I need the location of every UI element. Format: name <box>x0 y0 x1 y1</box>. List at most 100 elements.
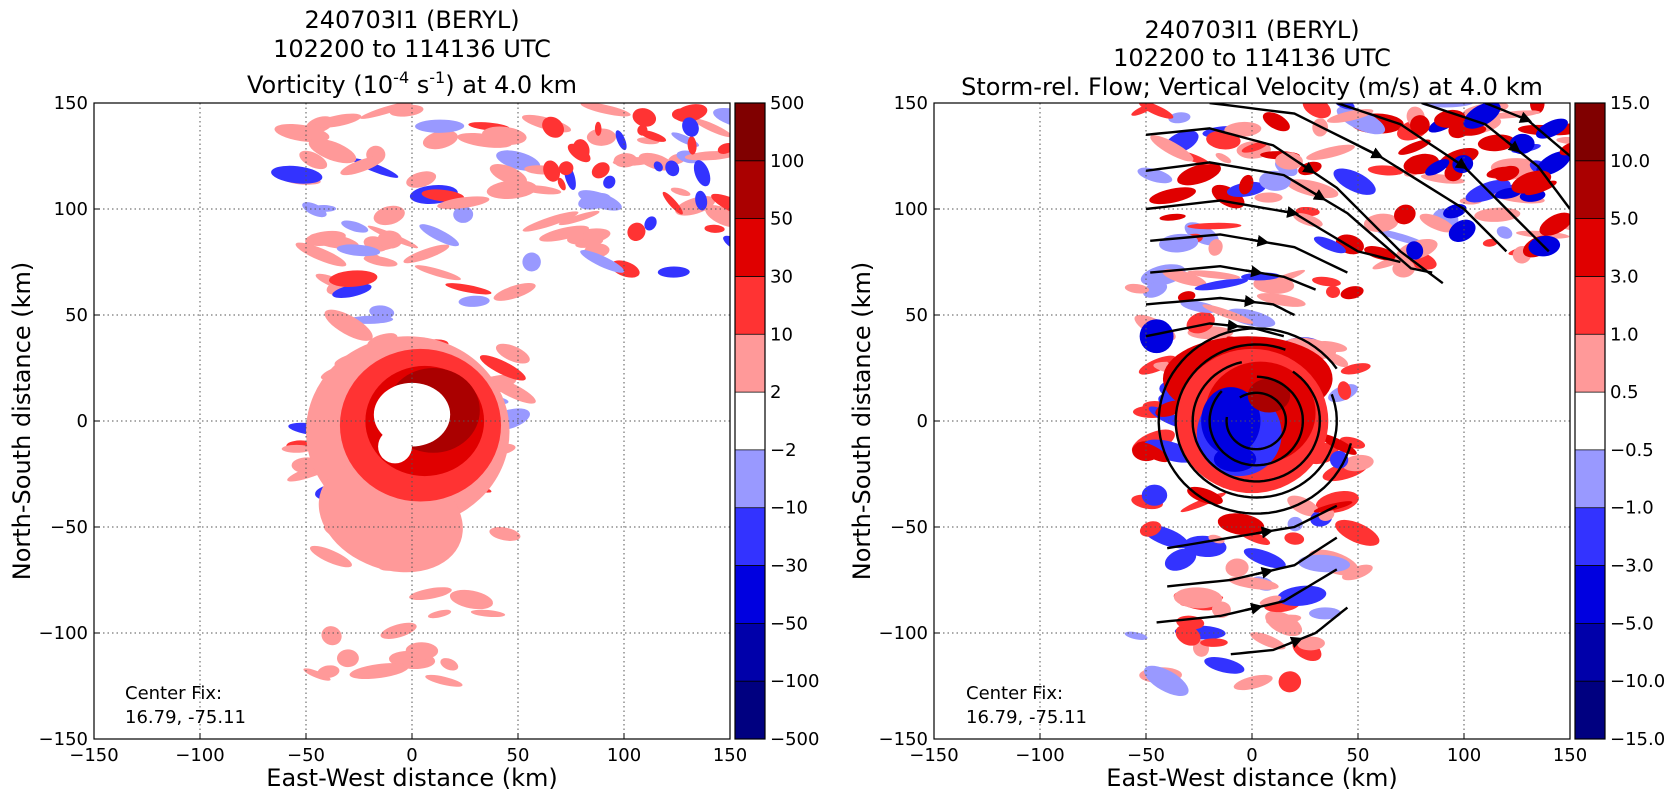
field-blob <box>486 180 537 200</box>
y-tick-label: −50 <box>890 517 928 538</box>
field-blob <box>1177 163 1221 186</box>
streamline-arrow <box>1297 161 1316 174</box>
field-blob <box>1168 112 1191 124</box>
field-blob <box>1463 103 1501 129</box>
y-tick-label: −100 <box>879 623 928 644</box>
field-blob <box>1259 595 1282 606</box>
field-blob <box>303 668 331 681</box>
field-blob <box>1141 484 1168 506</box>
field-blob <box>453 205 474 223</box>
y-tick-label: 0 <box>917 411 928 432</box>
field-blob <box>1162 269 1207 287</box>
field-blob <box>1187 222 1242 230</box>
field-blob <box>281 444 312 453</box>
field-blob <box>1225 558 1249 578</box>
field-blob <box>405 642 439 660</box>
field-blob <box>360 103 415 119</box>
colorbar-segment <box>735 449 765 508</box>
field-blob <box>409 587 452 601</box>
field-blob <box>332 283 372 298</box>
y-tick-label: −150 <box>879 729 928 750</box>
field-blob <box>603 175 616 189</box>
colorbar-segment <box>735 681 765 739</box>
colorbar-segment <box>1575 449 1605 508</box>
field-blob <box>489 527 521 541</box>
field-blob <box>313 205 337 212</box>
colorbar-tick-label: −10.0 <box>1610 671 1665 692</box>
field-blob <box>324 309 373 341</box>
field-blob <box>1314 341 1348 352</box>
right-center-fix-value: 16.79, -75.11 <box>966 707 1087 728</box>
field-blob <box>705 205 730 228</box>
field-blob <box>674 104 708 123</box>
colorbar-tick-label: 15.0 <box>1610 93 1650 114</box>
field-blob <box>363 255 398 267</box>
colorbar-segment <box>1575 276 1605 335</box>
field-blob <box>1139 319 1174 354</box>
right-center-fix-label: Center Fix: <box>966 683 1063 704</box>
field-blob <box>665 160 680 177</box>
field-blob <box>704 224 725 233</box>
field-blob <box>522 252 541 272</box>
field-blob <box>591 162 610 179</box>
left-center-fix-value: 16.79, -75.11 <box>125 707 246 728</box>
field-blob <box>1186 311 1215 334</box>
right-panel: 240703I1 (BERYL) 102200 to 114136 UTC St… <box>848 16 1665 792</box>
field-blob <box>1256 293 1306 307</box>
x-tick-label: −50 <box>1127 745 1165 766</box>
colorbar-tick-label: −500 <box>770 729 819 750</box>
field-blob <box>1511 170 1552 194</box>
field-blob <box>1187 486 1223 505</box>
field-blob <box>1286 179 1339 199</box>
field-blob <box>1143 281 1168 298</box>
field-blob <box>1392 259 1415 278</box>
colorbar-segment <box>1575 218 1605 277</box>
y-tick-label: 150 <box>894 93 928 114</box>
field-blob <box>414 265 461 281</box>
y-tick-label: −100 <box>39 623 88 644</box>
right-title-line1: 240703I1 (BERYL) <box>1144 16 1359 44</box>
field-blob <box>1284 532 1305 545</box>
colorbar-tick-label: 5.0 <box>1610 209 1639 230</box>
colorbar-tick-label: 3.0 <box>1610 266 1639 287</box>
field-blob <box>1139 521 1162 537</box>
field-blob <box>627 222 646 241</box>
field-blob <box>1187 270 1241 280</box>
field-blob <box>295 242 347 267</box>
colorbar-segment <box>1575 392 1605 450</box>
field-blob <box>1243 548 1286 569</box>
left-title-line2: 102200 to 114136 UTC <box>273 35 551 63</box>
left-panel: 240703I1 (BERYL) 102200 to 114136 UTC Vo… <box>8 6 819 792</box>
left-x-axis-label: East-West distance (km) <box>266 764 557 792</box>
field-blob <box>594 121 602 136</box>
y-tick-label: 0 <box>77 411 88 432</box>
y-tick-label: 100 <box>894 199 928 220</box>
y-tick-label: −150 <box>39 729 88 750</box>
field-blob <box>373 205 405 226</box>
field-blob <box>1228 576 1279 590</box>
field-blob <box>1124 283 1150 294</box>
streamline-arrow <box>1450 157 1468 170</box>
x-tick-label: −100 <box>1015 745 1064 766</box>
y-tick-label: 100 <box>54 199 88 220</box>
streamline-arrow <box>1361 146 1384 159</box>
colorbar-tick-label: 10 <box>770 324 793 345</box>
colorbar-segment <box>1575 103 1605 161</box>
field-blob <box>687 136 697 155</box>
left-x-ticks: −150 −100 −50 0 50 100 150 <box>69 733 747 766</box>
x-tick-label: −50 <box>287 745 325 766</box>
field-blob <box>1539 212 1570 236</box>
y-tick-label: −50 <box>50 517 88 538</box>
field-blob <box>1298 554 1351 573</box>
field-blob <box>1312 276 1341 287</box>
vorticity-field <box>271 103 730 687</box>
field-blob <box>1208 239 1223 256</box>
streamline-arrow <box>1505 140 1521 153</box>
right-title-line3: Storm-rel. Flow; Vertical Velocity (m/s)… <box>961 73 1543 101</box>
field-blob <box>1143 439 1197 463</box>
field-blob <box>1341 564 1373 581</box>
field-blob <box>557 177 566 191</box>
colorbar-segment <box>735 103 765 161</box>
colorbar-segment <box>1575 334 1605 393</box>
colorbar-segment <box>735 565 765 624</box>
